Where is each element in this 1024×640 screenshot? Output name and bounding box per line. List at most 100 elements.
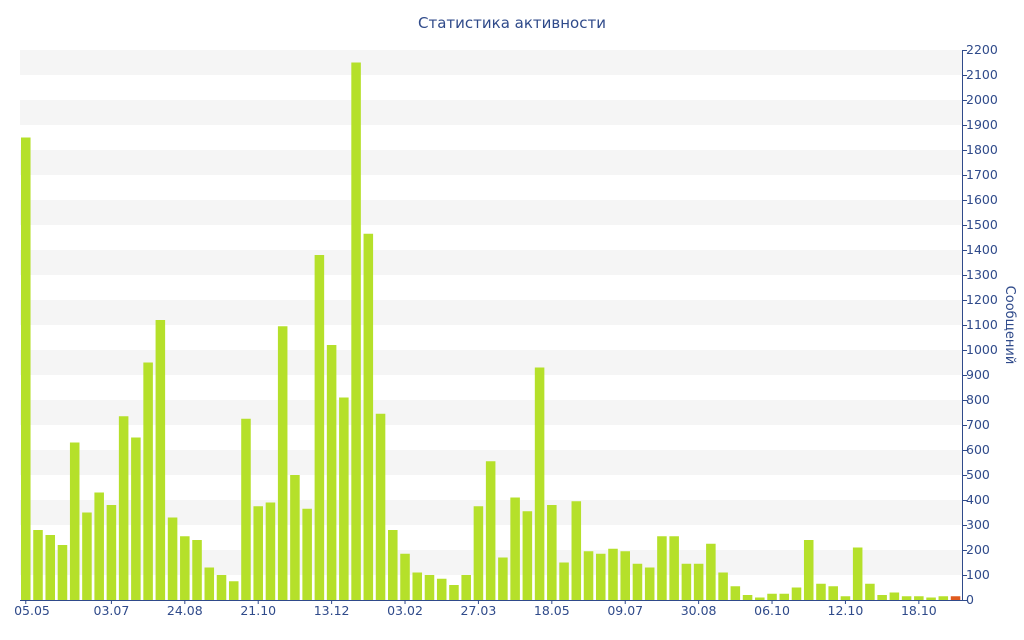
x-tick-label: 21.10 bbox=[240, 603, 276, 618]
bar bbox=[302, 508, 312, 600]
bar bbox=[852, 547, 863, 600]
y-tick-label: 300 bbox=[966, 517, 990, 532]
y-tick-label: 2000 bbox=[966, 92, 998, 107]
bar bbox=[461, 575, 471, 600]
x-tick-label: 09.07 bbox=[607, 603, 643, 618]
y-tick-label: 1200 bbox=[966, 292, 998, 307]
y-tick-label: 1500 bbox=[966, 217, 998, 232]
bar bbox=[131, 437, 141, 600]
y-tick-label: 800 bbox=[966, 392, 990, 407]
bar bbox=[94, 492, 104, 600]
bar bbox=[791, 587, 802, 600]
bar bbox=[755, 597, 765, 600]
y-tick-label: 700 bbox=[966, 417, 990, 432]
y-tick-label: 1100 bbox=[966, 317, 998, 332]
bar bbox=[889, 592, 900, 600]
bar bbox=[938, 596, 949, 600]
bar bbox=[253, 506, 263, 600]
bar bbox=[485, 461, 496, 600]
x-tick-label: 27.03 bbox=[461, 603, 497, 618]
bar bbox=[277, 326, 288, 600]
bar bbox=[436, 578, 447, 600]
x-tick-label: 12.10 bbox=[828, 603, 864, 618]
bar bbox=[45, 535, 56, 600]
y-tick-label: 100 bbox=[966, 567, 990, 582]
bar bbox=[449, 585, 459, 600]
bar bbox=[559, 562, 569, 600]
bar bbox=[547, 505, 557, 600]
y-tick-label: 1900 bbox=[966, 117, 998, 132]
bar bbox=[632, 563, 643, 600]
bar bbox=[167, 517, 178, 600]
bar bbox=[192, 540, 202, 600]
bar bbox=[620, 551, 630, 600]
x-tick-label: 30.08 bbox=[681, 603, 717, 618]
bar bbox=[473, 506, 484, 600]
y-tick-label: 500 bbox=[966, 467, 990, 482]
bar bbox=[840, 596, 851, 600]
bar bbox=[706, 543, 716, 600]
grid-stripes bbox=[20, 50, 962, 575]
bar bbox=[608, 548, 618, 600]
x-tick-label: 18.05 bbox=[534, 603, 570, 618]
bar bbox=[33, 530, 43, 600]
bar bbox=[363, 233, 374, 600]
bar bbox=[351, 62, 361, 600]
bar bbox=[534, 367, 545, 600]
y-tick-label: 2100 bbox=[966, 67, 998, 82]
bar bbox=[583, 551, 594, 600]
bar bbox=[644, 567, 655, 600]
bar bbox=[522, 511, 533, 600]
bar bbox=[510, 497, 520, 600]
x-tick-label: 13.12 bbox=[314, 603, 350, 618]
bar bbox=[669, 536, 679, 600]
y-tick-label: 200 bbox=[966, 542, 990, 557]
bar bbox=[730, 586, 741, 600]
bar bbox=[742, 595, 753, 600]
bar bbox=[400, 553, 410, 600]
chart-title: Статистика активности bbox=[418, 14, 606, 32]
grid-stripe bbox=[20, 400, 962, 425]
bar bbox=[314, 255, 325, 600]
bar bbox=[204, 567, 215, 600]
bar bbox=[816, 583, 826, 600]
grid-stripe bbox=[20, 100, 962, 125]
y-tick-label: 1000 bbox=[966, 342, 998, 357]
bar bbox=[118, 416, 129, 600]
bar bbox=[424, 575, 435, 600]
bar bbox=[290, 475, 300, 600]
x-axis-ticks: 05.05 03.07 24.08 21.10 13.12 03.02 27.03 18.05… bbox=[14, 600, 937, 618]
bar bbox=[265, 502, 276, 600]
grid-stripe bbox=[20, 300, 962, 325]
y-tick-label: 2200 bbox=[966, 42, 998, 57]
grid-stripe bbox=[20, 350, 962, 375]
bar bbox=[926, 597, 936, 600]
y-tick-label: 0 bbox=[966, 592, 974, 607]
bar bbox=[375, 413, 386, 600]
bar bbox=[241, 418, 251, 600]
x-tick-label: 03.07 bbox=[94, 603, 130, 618]
y-axis-title: Сообщений bbox=[1002, 286, 1017, 365]
bar bbox=[865, 583, 875, 600]
bar bbox=[69, 442, 80, 600]
y-tick-label: 1700 bbox=[966, 167, 998, 182]
x-tick-label: 18.10 bbox=[901, 603, 937, 618]
y-tick-label: 1600 bbox=[966, 192, 998, 207]
bar bbox=[388, 530, 398, 600]
bar bbox=[82, 512, 92, 600]
bar bbox=[901, 596, 912, 600]
bar bbox=[779, 593, 790, 600]
bar bbox=[803, 540, 814, 600]
x-tick-label: 24.08 bbox=[167, 603, 203, 618]
bar bbox=[57, 545, 68, 600]
bar bbox=[180, 536, 190, 600]
bars-group bbox=[21, 62, 961, 600]
bar bbox=[877, 595, 887, 600]
y-tick-label: 900 bbox=[966, 367, 990, 382]
y-tick-label: 400 bbox=[966, 492, 990, 507]
y-tick-label: 1800 bbox=[966, 142, 998, 157]
grid-stripe bbox=[20, 200, 962, 225]
bar bbox=[571, 501, 582, 600]
y-tick-label: 1400 bbox=[966, 242, 998, 257]
grid-stripe bbox=[20, 150, 962, 175]
